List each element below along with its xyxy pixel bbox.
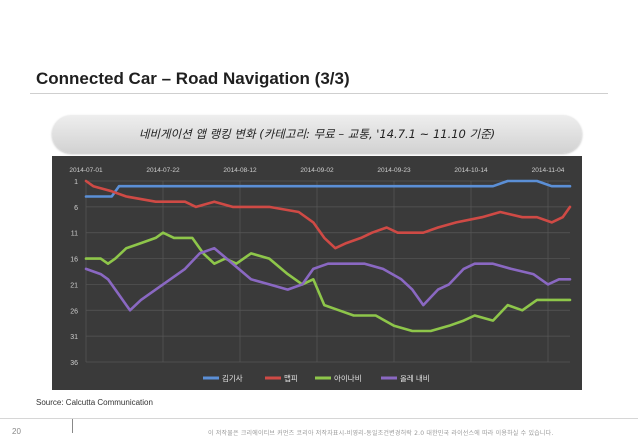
chart-subtitle: 네비게이션 앱 랭킹 변화 (카테고리: 무료 – 교통, '14.7.1 ~ … bbox=[138, 127, 496, 141]
slide-title: Connected Car – Road Navigation (3/3) bbox=[36, 69, 350, 88]
footer-divider-line bbox=[0, 418, 638, 419]
y-tick-label: 11 bbox=[71, 231, 78, 238]
x-tick-label: 2014-09-02 bbox=[300, 167, 334, 174]
x-tick-label: 2014-08-12 bbox=[223, 167, 257, 174]
series-line-김기사 bbox=[84, 179, 572, 198]
series-line-아이나비 bbox=[84, 231, 572, 333]
x-tick-labels: 2014-07-01 2014-07-22 2014-08-12 2014-09-02… bbox=[69, 167, 564, 174]
y-tick-label: 26 bbox=[70, 308, 78, 315]
y-tick-label: 1 bbox=[74, 179, 78, 186]
x-tick-label: 2014-07-01 bbox=[69, 167, 103, 174]
series-lines bbox=[84, 179, 572, 333]
license-note: 이 저작물은 크리에이티브 커먼즈 코리아 저작자표시-비영리-동일조건변경허락… bbox=[208, 430, 554, 437]
ranking-line-chart: 2014-07-01 2014-07-22 2014-08-12 2014-09-02… bbox=[69, 167, 572, 383]
x-tick-label: 2014-11-04 bbox=[532, 167, 565, 174]
y-tick-label: 36 bbox=[70, 360, 78, 367]
legend-label: 아이나비 bbox=[334, 373, 362, 383]
title-divider bbox=[30, 93, 608, 94]
legend-item: 아이나비 bbox=[315, 373, 362, 383]
x-tick-label: 2014-10-14 bbox=[454, 167, 488, 174]
chart-panel: 2014-07-01 2014-07-22 2014-08-12 2014-09-02… bbox=[52, 156, 582, 390]
footer-separator bbox=[72, 419, 73, 433]
legend-label: 올레 내비 bbox=[400, 374, 430, 383]
legend-item: 김기사 bbox=[203, 373, 243, 383]
y-tick-label: 31 bbox=[70, 334, 78, 341]
y-tick-label: 16 bbox=[70, 257, 78, 264]
legend-item: 올레 내비 bbox=[381, 374, 430, 383]
y-tick-label: 21 bbox=[70, 282, 78, 289]
x-tick-label: 2014-09-23 bbox=[377, 167, 411, 174]
legend-item: 맵피 bbox=[265, 373, 298, 383]
legend: 김기사 맵피 아이나비 올레 내비 bbox=[203, 373, 430, 383]
y-tick-label: 6 bbox=[74, 205, 78, 212]
legend-label: 맵피 bbox=[284, 373, 298, 383]
grid-layer bbox=[85, 180, 570, 363]
series-line-맵피 bbox=[84, 179, 572, 250]
legend-label: 김기사 bbox=[222, 373, 243, 383]
series-line-올레 내비 bbox=[84, 246, 572, 312]
subtitle-banner: 네비게이션 앱 랭킹 변화 (카테고리: 무료 – 교통, '14.7.1 ~ … bbox=[52, 115, 582, 153]
page-number: 20 bbox=[12, 427, 21, 436]
x-tick-label: 2014-07-22 bbox=[146, 167, 180, 174]
source-note: Source: Calcutta Communication bbox=[36, 398, 153, 407]
